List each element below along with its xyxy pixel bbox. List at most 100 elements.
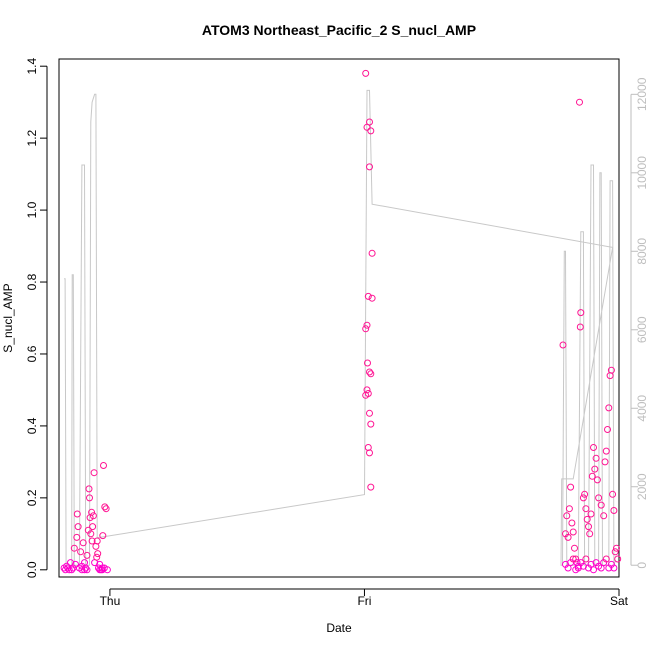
data-point [85, 485, 93, 493]
data-point [564, 533, 572, 541]
data-point [567, 483, 575, 491]
data-point [563, 512, 571, 520]
data-point [93, 553, 101, 561]
left-tick-label: 0.8 [25, 273, 39, 290]
data-point [609, 490, 617, 498]
data-point [602, 555, 610, 563]
x-tick-label: Thu [100, 594, 121, 608]
data-point [367, 127, 375, 135]
data-point [569, 555, 577, 563]
data-point [605, 404, 613, 412]
right-tick-label: 4000 [635, 395, 649, 422]
left-tick-label: 0.2 [25, 489, 39, 506]
data-point [94, 550, 102, 558]
data-point [582, 555, 590, 563]
data-point [103, 566, 111, 574]
data-point [362, 325, 370, 333]
right-tick-label: 0 [635, 562, 649, 569]
data-point [88, 508, 96, 516]
data-point [576, 323, 584, 331]
data-point [72, 560, 79, 568]
x-axis-label: Date [326, 621, 352, 635]
data-point [79, 539, 87, 547]
data-point [568, 519, 576, 527]
data-point [64, 564, 72, 572]
data-point [576, 98, 583, 106]
data-point [364, 359, 371, 367]
data-point [571, 544, 578, 552]
chart-title: ATOM3 Northeast_Pacific_2 S_nucl_AMP [202, 22, 476, 38]
data-point [366, 368, 373, 376]
data-point [368, 294, 376, 302]
data-point [569, 528, 577, 536]
data-point [88, 537, 96, 545]
y-axis-label: S_nucl_AMP [1, 283, 15, 352]
plot-box [58, 58, 620, 578]
data-point [366, 409, 373, 417]
data-point [362, 69, 370, 77]
left-y-axis: 0.0 0.2 0.4 0.6 0.8 1.0 1.2 1.4 [25, 58, 48, 578]
data-point [613, 544, 620, 552]
data-point [73, 533, 81, 541]
data-point [610, 564, 618, 572]
data-point [597, 501, 605, 509]
right-tick-label: 6000 [635, 316, 649, 343]
data-point [559, 341, 567, 349]
x-axis: Thu Fri Sat [100, 588, 629, 608]
data-point [366, 163, 373, 171]
data-point [98, 566, 106, 574]
data-point [583, 515, 591, 523]
data-point [367, 483, 375, 491]
left-tick-label: 1.4 [25, 58, 39, 75]
data-point [70, 544, 78, 552]
data-point [587, 510, 595, 518]
data-point [607, 366, 615, 374]
data-point [102, 505, 110, 513]
data-point [590, 444, 597, 451]
data-point [99, 532, 107, 540]
data-point [100, 462, 107, 469]
data-point [65, 566, 73, 574]
data-point [367, 370, 375, 378]
data-point [610, 507, 618, 514]
data-point [364, 292, 372, 300]
data-point [89, 523, 97, 531]
data-point [590, 566, 597, 574]
right-tick-label: 10000 [635, 156, 649, 190]
data-point [73, 510, 81, 518]
data-point [604, 426, 611, 433]
data-point [591, 465, 599, 473]
data-point [93, 537, 101, 545]
data-point [595, 494, 603, 502]
scatter-series [60, 69, 622, 574]
data-point [87, 530, 95, 538]
data-point [83, 566, 91, 574]
data-point [89, 512, 97, 520]
data-point [81, 566, 88, 574]
data-point [586, 530, 594, 538]
data-point [592, 454, 600, 462]
left-tick-label: 0.0 [25, 561, 39, 578]
data-point [582, 505, 590, 513]
data-point [577, 309, 585, 317]
data-point [101, 503, 109, 511]
data-point [601, 458, 609, 466]
data-point [83, 551, 91, 559]
data-point [363, 321, 371, 329]
right-tick-label: 8000 [635, 238, 649, 265]
data-point [366, 118, 373, 126]
data-point [588, 472, 596, 480]
data-point [368, 249, 376, 257]
right-tick-label: 2000 [635, 473, 649, 500]
data-point [77, 548, 85, 556]
data-point [86, 494, 93, 502]
x-tick-label: Fri [357, 594, 371, 608]
data-point [96, 566, 104, 574]
data-point [614, 555, 622, 563]
left-tick-label: 1.2 [25, 129, 39, 146]
data-point [366, 449, 373, 457]
data-point [579, 494, 587, 502]
left-tick-label: 0.6 [25, 345, 39, 362]
data-point [611, 548, 619, 556]
